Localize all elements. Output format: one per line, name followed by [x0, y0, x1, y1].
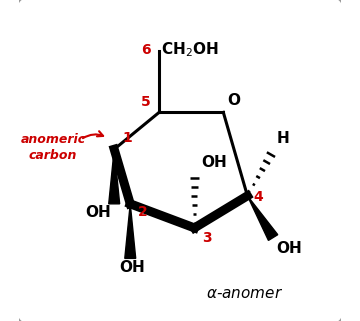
Text: OH: OH	[201, 155, 226, 170]
Text: anomeric
carbon: anomeric carbon	[21, 133, 86, 162]
FancyBboxPatch shape	[16, 0, 344, 321]
Text: 5: 5	[141, 95, 151, 109]
Text: 1: 1	[122, 131, 132, 145]
Text: CH$_2$OH: CH$_2$OH	[161, 40, 219, 59]
Text: 6: 6	[141, 43, 151, 57]
Text: $\alpha$-anomer: $\alpha$-anomer	[206, 286, 283, 301]
Polygon shape	[109, 149, 120, 204]
Polygon shape	[247, 196, 278, 240]
Text: H: H	[276, 131, 289, 146]
Text: 2: 2	[138, 205, 148, 220]
Text: 3: 3	[202, 231, 212, 245]
Polygon shape	[125, 204, 136, 258]
Text: 4: 4	[254, 190, 264, 204]
Text: OH: OH	[85, 205, 111, 221]
Text: OH: OH	[119, 260, 145, 275]
Text: OH: OH	[276, 241, 302, 256]
Text: O: O	[227, 92, 240, 108]
